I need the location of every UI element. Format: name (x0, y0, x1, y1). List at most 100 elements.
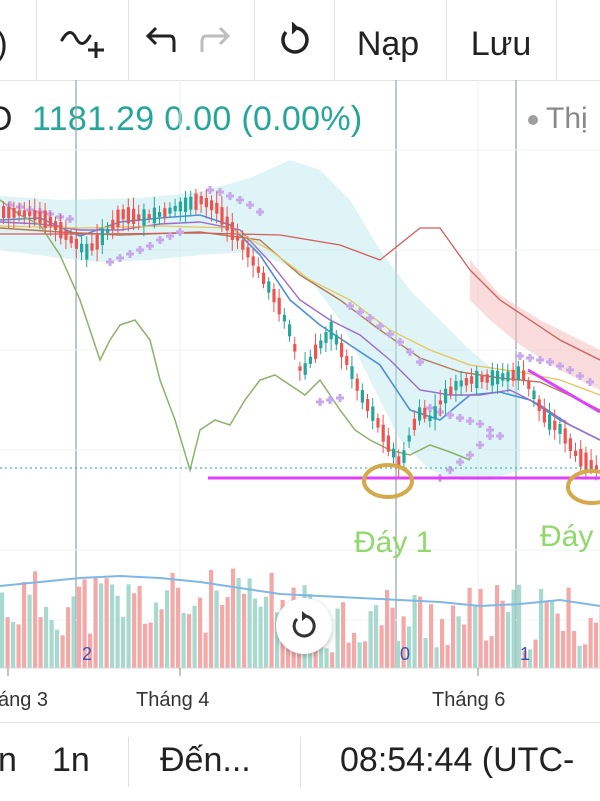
volume-bar (501, 601, 505, 668)
goto-date-button[interactable]: Đến... (160, 741, 251, 780)
candle-body (38, 212, 41, 224)
candle-body (454, 381, 457, 390)
volume-bar (479, 589, 483, 668)
candle-body (496, 371, 499, 384)
volume-bar (490, 636, 494, 668)
reset-chart-icon (289, 611, 319, 641)
sar-mark (159, 236, 162, 244)
candle-body (127, 207, 130, 223)
candle-body (28, 212, 31, 217)
candle-body (584, 453, 587, 470)
annotation-day-2: Đáy (540, 520, 593, 553)
volume-bar (484, 641, 488, 668)
candle-body (512, 370, 515, 381)
candle-body (85, 244, 88, 260)
volume-bar (237, 578, 241, 668)
candle-body (12, 208, 15, 218)
reload-icon[interactable] (264, 0, 324, 80)
candle-body (574, 451, 577, 456)
candle-body (210, 200, 213, 210)
volume-bar (50, 620, 54, 668)
candle-body (283, 315, 286, 321)
candle-body (189, 197, 192, 210)
candle-body (49, 217, 52, 226)
volume-bar (391, 608, 395, 668)
redo-icon[interactable] (190, 0, 242, 80)
sar-mark (139, 246, 142, 254)
volume-bar (429, 604, 433, 668)
candle-body (132, 209, 135, 224)
candle-body (506, 371, 509, 381)
sar-mark (229, 192, 232, 200)
volume-bar (589, 618, 593, 668)
candle-body (168, 208, 171, 214)
candle-body (246, 247, 249, 257)
candle-body (142, 209, 145, 225)
reset-chart-button[interactable] (276, 598, 332, 654)
undo-icon[interactable] (134, 0, 186, 80)
sar-mark (449, 466, 452, 474)
candle-body (106, 229, 109, 233)
candle-body (434, 406, 437, 419)
candle-body (527, 381, 530, 389)
candle-body (480, 376, 483, 382)
candle-body (543, 409, 546, 423)
volume-bar (6, 617, 10, 668)
volume-bar (352, 633, 356, 668)
bottom-circle-2 (568, 471, 600, 503)
candle-body (220, 207, 223, 225)
save-button[interactable]: Lưu (456, 14, 546, 74)
candle-body (54, 221, 57, 230)
volume-bar (132, 593, 136, 668)
candle-body (501, 373, 504, 381)
volume-bar (253, 599, 257, 668)
range-button-1y[interactable]: 1n (52, 741, 90, 780)
volume-bar (374, 605, 378, 668)
volume-bar (451, 606, 455, 668)
sar-mark (109, 258, 112, 266)
sar-mark (239, 196, 242, 204)
sar-mark (69, 215, 72, 223)
volume-bar (231, 569, 235, 668)
candle-body (408, 435, 411, 441)
sar-mark (539, 356, 542, 364)
volume-bar (440, 619, 444, 668)
indicators-add-icon[interactable] (40, 0, 124, 80)
volume-bar (264, 597, 268, 668)
candle-body (532, 391, 535, 399)
candle-body (392, 449, 395, 458)
candle-body (413, 419, 416, 430)
volume-bar (143, 624, 147, 668)
candle-body (460, 380, 463, 386)
candle-body (366, 399, 369, 411)
candle-body (309, 357, 312, 364)
load-button[interactable]: Nạp (344, 14, 432, 74)
candle-body (200, 196, 203, 204)
candle-body (402, 450, 405, 463)
toolbar-left-clip[interactable]: ) (0, 14, 12, 74)
candle-body (340, 343, 343, 357)
volume-bar (61, 635, 65, 668)
sar-mark (249, 201, 252, 209)
candle-body (215, 203, 218, 214)
volume-bar (110, 584, 114, 668)
sar-mark (399, 338, 402, 346)
candle-body (558, 424, 561, 434)
candle-body (70, 236, 73, 243)
volume-bar (72, 596, 76, 668)
timezone-clock[interactable]: 08:54:44 (UTC- (340, 741, 574, 780)
candle-body (184, 198, 187, 212)
range-button-1[interactable]: n (0, 741, 17, 780)
volume-bar (336, 609, 340, 668)
volume-bar (561, 631, 565, 668)
volume-bar (11, 622, 15, 668)
volume-bar (220, 605, 224, 668)
volume-bar (468, 588, 472, 668)
candle-body (18, 211, 21, 216)
candle-body (75, 239, 78, 249)
candle-body (569, 438, 572, 451)
volume-bar (418, 597, 422, 668)
volume-bar (215, 591, 219, 668)
sar-mark (179, 228, 182, 236)
candle-body (236, 235, 239, 240)
